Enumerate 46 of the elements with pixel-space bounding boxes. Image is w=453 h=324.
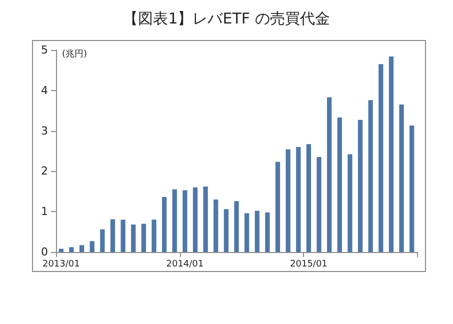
bar [58,248,64,252]
bar [203,186,208,252]
bar [234,201,239,252]
bar [131,224,136,252]
x-tick-label: 2015/01 [290,260,328,270]
bar [90,241,94,252]
bar [327,97,332,252]
bar [410,126,414,252]
bar [162,197,167,252]
bar [337,117,342,252]
bar [141,224,146,252]
bar [296,146,301,252]
bar [69,247,74,252]
y-tick-label: 0 [41,246,48,258]
bar [275,162,280,252]
bar [182,190,188,252]
x-tick-label: 2013/01 [42,260,80,270]
bar [399,104,404,252]
y-tick-label: 4 [41,84,48,97]
bar [378,64,384,252]
y-tick-label: 5 [41,44,48,56]
bar [110,219,116,252]
bar [358,120,363,252]
bar [368,100,373,252]
bar [244,213,250,252]
bar [214,199,218,252]
bar [172,189,177,252]
x-tick-label: 2014/01 [166,260,204,270]
chart-title: 【図表1】レバETF の売買代金 [123,10,330,28]
bar [100,229,105,252]
bar [388,56,394,252]
y-axis-title: (兆円) [62,48,88,60]
bar [286,149,290,252]
bar [192,187,198,252]
bar [152,220,156,252]
bar [224,209,229,252]
bar [316,157,322,252]
bar [79,245,84,252]
bar [265,212,270,252]
bar [120,220,126,252]
y-tick-label: 1 [41,205,48,218]
bar [254,210,260,252]
bar [306,144,312,252]
bar [348,154,352,252]
y-tick-label: 2 [41,164,48,178]
y-tick-label: 3 [41,124,48,138]
